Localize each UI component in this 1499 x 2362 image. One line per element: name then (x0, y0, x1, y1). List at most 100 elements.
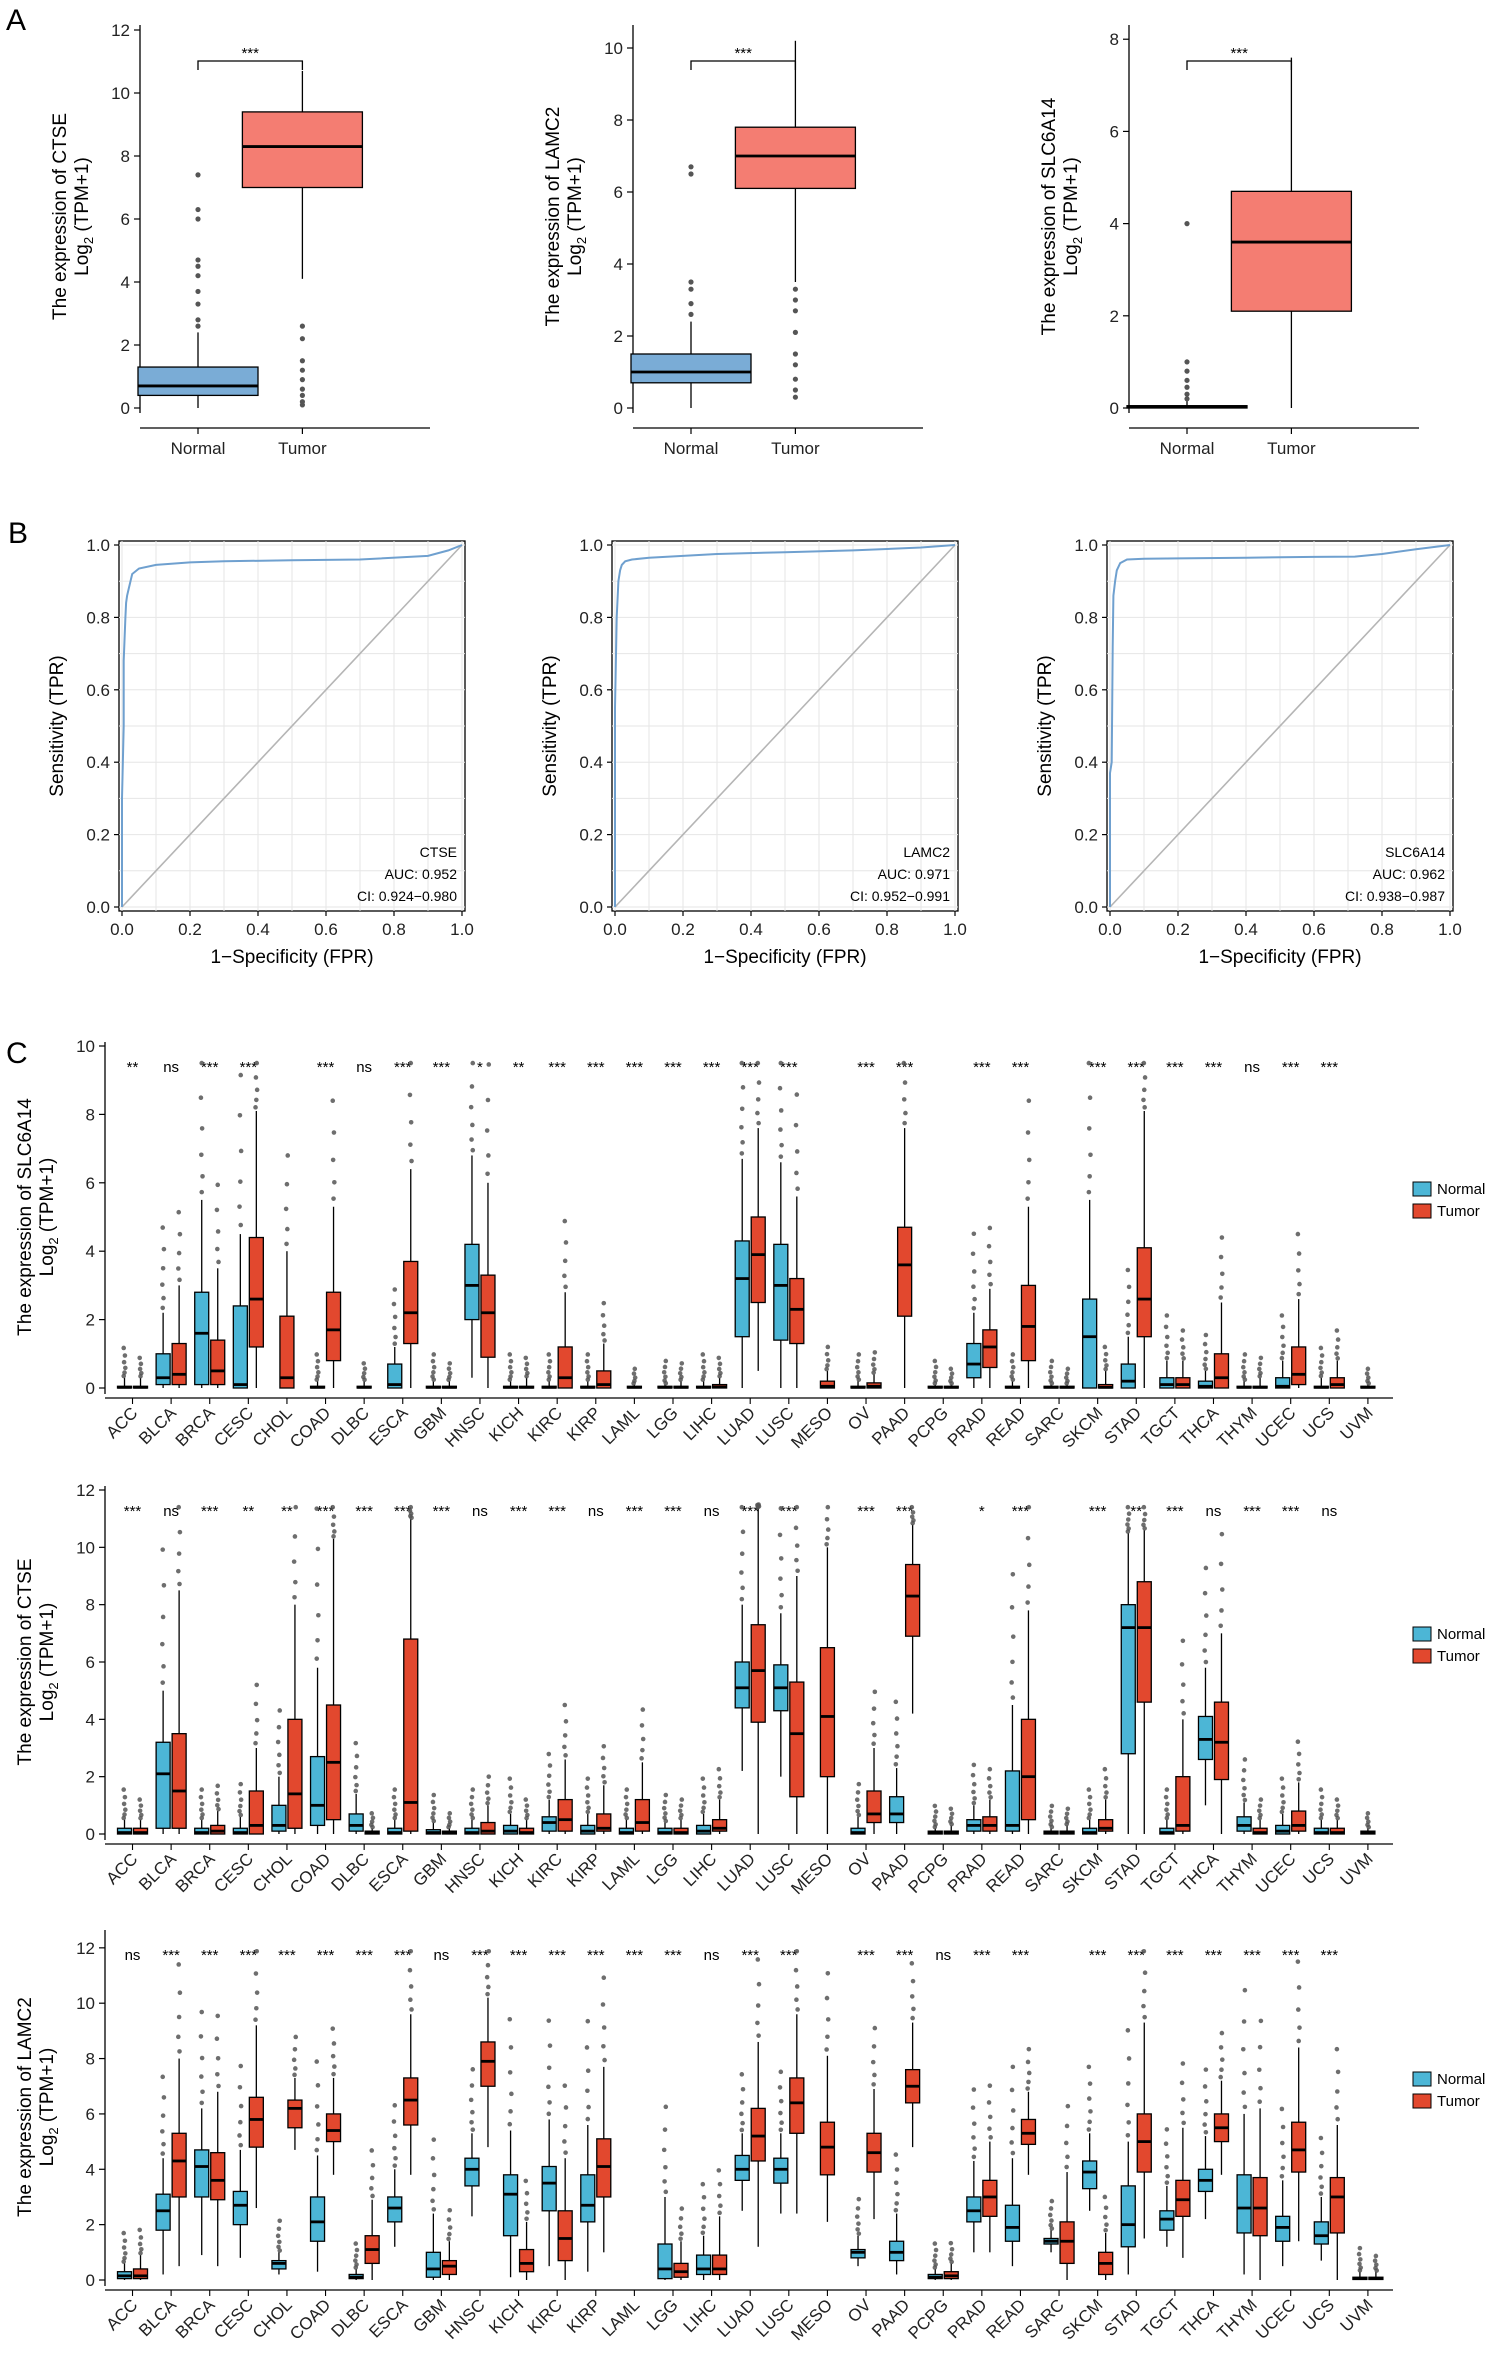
x-tick-label: STAD (1100, 1849, 1145, 1894)
box-tumor-outlier (447, 1361, 453, 1366)
box-tumor-outlier (292, 1534, 298, 1539)
box-normal-outlier (507, 2016, 513, 2022)
box-normal-outlier (469, 2119, 474, 2125)
box-tumor-outlier (486, 1774, 492, 1779)
box-normal-outlier (199, 2100, 205, 2106)
box-normal-outlier (1126, 1511, 1132, 1517)
x-tick-label: PAAD (868, 1403, 913, 1448)
box-normal-outlier (663, 1358, 669, 1364)
chart-c3: 024681012ACCnsBLCA***BRCA***CESC***CHOL*… (76, 1930, 1485, 2344)
box-normal-outlier (121, 1345, 127, 1351)
box-normal-outlier (547, 2100, 552, 2105)
box-normal-outlier (121, 1359, 127, 1365)
box-tumor-box (518, 2248, 535, 2273)
box-tumor-box (1329, 2176, 1345, 2234)
box-tumor-box (819, 1380, 836, 1389)
box-tumor-outlier (331, 1534, 336, 1539)
box-normal-outlier (1203, 1366, 1209, 1372)
box-normal-outlier (971, 1305, 977, 1311)
box-normal-outlier (391, 1301, 397, 1307)
box-normal-outlier (469, 2083, 475, 2088)
x-tick-label: 0.0 (110, 920, 134, 939)
signif-label: *** (548, 1503, 566, 1520)
box-tumor-outlier (870, 1362, 876, 1367)
box-normal-outlier (121, 1787, 127, 1792)
box-tumor-outlier (1026, 1098, 1032, 1104)
box-tumor-box (325, 1291, 342, 1362)
signif-label: *** (973, 1059, 991, 1076)
box-normal-outlier (1009, 2140, 1014, 2145)
box-tumor-outlier (369, 1811, 375, 1816)
box-tumor-outlier (486, 1984, 491, 1990)
box-tumor-outlier (215, 1246, 220, 1252)
box-tumor-outlier (872, 1350, 878, 1355)
box-normal-outlier (392, 1787, 398, 1792)
box-normal-outlier (894, 1716, 900, 1721)
box-tumor-outlier (525, 1812, 530, 1818)
x-axis-label: 1−Specificity (FPR) (1198, 947, 1361, 968)
box-tumor-outlier (447, 1374, 452, 1380)
x-tick-label: DLBC (327, 1849, 373, 1895)
box-normal-outlier (702, 2216, 707, 2222)
box-tumor-outlier (1141, 1097, 1146, 1103)
box-tumor-outlier (639, 1756, 644, 1761)
box-normal-outlier (122, 1353, 128, 1358)
box-tumor-outlier (1179, 1337, 1185, 1342)
box-normal-outlier (1125, 2028, 1131, 2033)
y-tick-label: 12 (76, 1481, 95, 1500)
box-normal-outlier (1203, 1613, 1209, 1618)
box-normal-outlier (1164, 1807, 1169, 1813)
box-normal-outlier (739, 1124, 744, 1130)
box-normal-outlier (1280, 1785, 1286, 1790)
box-tumor-box (132, 2268, 149, 2280)
box-normal-outlier (468, 2097, 474, 2103)
y-tick-label: 0.6 (579, 681, 603, 700)
signif-label: *** (626, 1503, 644, 1520)
box-normal-outlier (160, 1282, 165, 1287)
box-normal-outlier (237, 1113, 243, 1118)
box-tumor-box (1020, 1718, 1037, 1821)
box-normal-outlier (160, 2113, 166, 2118)
box-normal-outlier (238, 1781, 244, 1787)
signif-label: *** (664, 1059, 682, 1076)
signif-label: *** (857, 1503, 875, 1520)
signif-label: *** (1282, 1059, 1300, 1076)
box-tumor-outlier (331, 2041, 337, 2046)
box-normal-outlier (160, 2129, 165, 2134)
box-tumor-outlier (825, 1504, 831, 1510)
outlier-point (299, 336, 305, 342)
box-normal-outlier (1281, 1343, 1286, 1349)
box-tumor-outlier (639, 1723, 645, 1728)
y-tick-label: 0.4 (579, 753, 603, 772)
box-tumor-outlier (825, 1527, 831, 1532)
box-normal-outlier (624, 1787, 630, 1792)
box-tumor-outlier (987, 1783, 993, 1789)
box-normal-box (541, 2165, 557, 2212)
box-tumor-outlier (447, 1371, 453, 1376)
box-tumor-outlier (215, 2013, 221, 2019)
box-tumor-outlier (1180, 2097, 1186, 2102)
box-normal-box (387, 1827, 403, 1835)
box-tumor-outlier (949, 1371, 955, 1376)
box-normal-outlier (932, 2253, 938, 2258)
box-normal-outlier (1279, 1793, 1285, 1798)
box-tumor-outlier (485, 1991, 490, 1997)
box-normal-outlier (740, 1140, 745, 1145)
x-tick-label: 1.0 (1438, 920, 1462, 939)
box-tumor-box (734, 126, 857, 190)
box-tumor-outlier (177, 1990, 183, 1996)
roc-auc-label: AUC: 0.962 (1373, 866, 1446, 882)
box-tumor-outlier (562, 2139, 567, 2144)
box-normal-outlier (854, 1797, 860, 1803)
box-normal-outlier (1164, 1787, 1170, 1792)
box-tumor-outlier (562, 1258, 568, 1264)
box-normal-outlier (1319, 1359, 1324, 1365)
box-tumor-outlier (1025, 1130, 1031, 1135)
box-tumor-outlier (1025, 1600, 1030, 1605)
box-normal-outlier (507, 1364, 513, 1370)
x-tick-label: READ (982, 1403, 1029, 1450)
box-tumor-outlier (215, 1783, 221, 1789)
box-normal-outlier (121, 2230, 127, 2236)
box-tumor-outlier (138, 2235, 144, 2240)
x-tick-label: STAD (1100, 1403, 1145, 1448)
